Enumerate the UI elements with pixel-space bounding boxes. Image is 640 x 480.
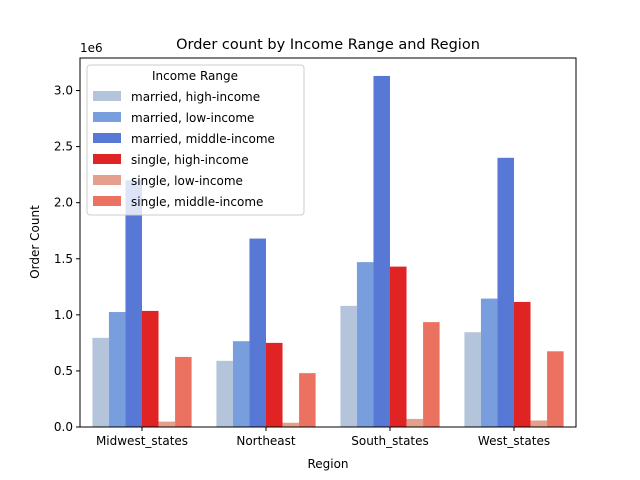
x-tick-label: South_states (351, 434, 429, 448)
bar (390, 266, 407, 427)
bar (232, 341, 250, 427)
bar (514, 301, 531, 427)
x-tick-label: West_states (478, 434, 550, 448)
x-tick-label: Midwest_states (96, 434, 188, 448)
bar (340, 305, 357, 427)
legend-box (86, 64, 305, 216)
y-tick-label: 1.5 (54, 252, 73, 266)
y-axis: 0.0 0.5 1.0 1.5 2.0 2.5 3.0 (54, 84, 80, 434)
bar (108, 312, 126, 427)
bar (356, 262, 374, 427)
bar (547, 351, 564, 427)
bar (142, 310, 159, 427)
bar (373, 75, 390, 427)
legend-swatch (93, 133, 121, 143)
legend-label: single, high-income (131, 153, 249, 167)
bar (299, 373, 316, 427)
y-tick-label: 1.0 (54, 308, 73, 322)
bar (530, 420, 548, 427)
legend-title: Income Range (152, 69, 238, 83)
legend-swatch (93, 154, 121, 164)
bar (216, 360, 233, 427)
legend-swatch (93, 112, 121, 122)
x-axis: Midwest_states Northeast South_states West_… (96, 427, 550, 448)
bar (175, 356, 192, 427)
legend-label: married, high-income (131, 90, 260, 104)
bar (464, 332, 481, 427)
y-offset-text: 1e6 (80, 41, 103, 55)
legend-swatch (93, 196, 121, 206)
legend-label: married, middle-income (131, 132, 275, 146)
y-tick-label: 2.5 (54, 140, 73, 154)
bar (92, 337, 109, 427)
bar (125, 180, 142, 427)
y-axis-label: Order Count (28, 205, 42, 279)
legend: Income Range married, high-income married… (86, 64, 305, 216)
y-tick-label: 0.0 (54, 420, 73, 434)
bar (480, 298, 498, 427)
legend-label: married, low-income (131, 111, 254, 125)
plot-frame (79, 57, 577, 428)
bar (406, 418, 424, 427)
legend-label: single, middle-income (131, 195, 263, 209)
legend-swatch (93, 175, 121, 185)
bar (282, 422, 300, 427)
bar (158, 421, 176, 427)
legend-swatch (93, 91, 121, 101)
bar (266, 342, 283, 427)
y-tick-label: 0.5 (54, 364, 73, 378)
bar (249, 238, 266, 427)
bars-group (92, 75, 564, 427)
bar (497, 157, 514, 427)
legend-label: single, low-income (131, 174, 243, 188)
chart-title: Order count by Income Range and Region (176, 37, 480, 53)
bar (423, 322, 440, 427)
y-tick-label: 2.0 (54, 196, 73, 210)
y-tick-label: 3.0 (54, 84, 73, 98)
x-tick-label: Northeast (236, 434, 296, 448)
x-axis-label: Region (307, 457, 348, 471)
